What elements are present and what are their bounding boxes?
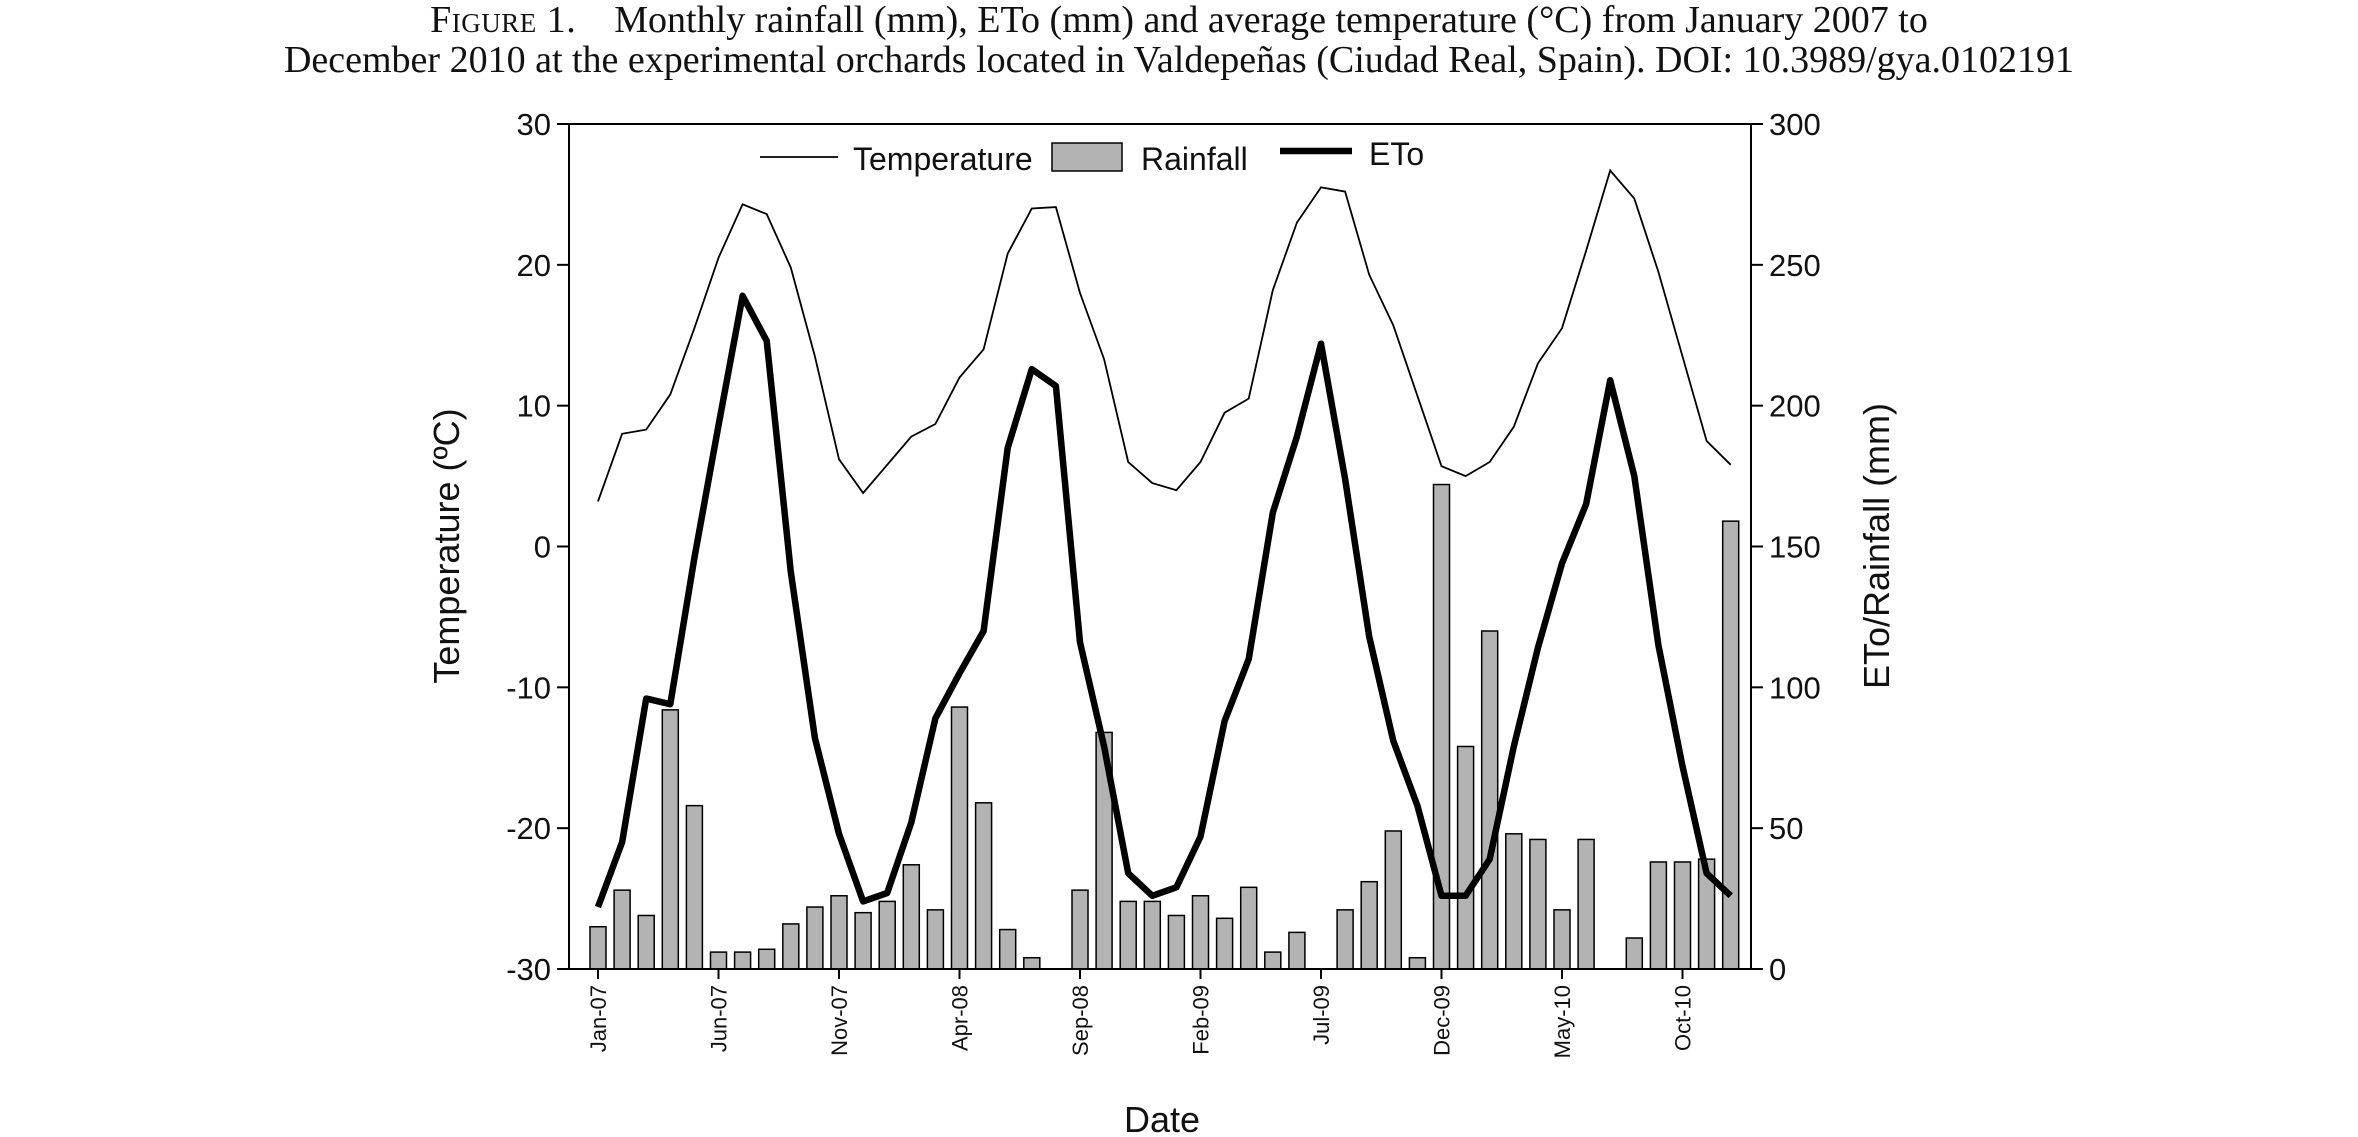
legend-rainfall-label: Rainfall: [1141, 141, 1248, 177]
right-tick-label: 250: [1769, 248, 1821, 283]
x-axis-label: Date: [1124, 1099, 1200, 1137]
caption-line-1: Figure 1. Monthly rainfall (mm), ETo (mm…: [0, 0, 2358, 40]
left-tick-label: 20: [517, 248, 551, 283]
temperature-line: [597, 168, 1732, 502]
rainfall-bar: [1673, 861, 1692, 970]
left-tick-label: -30: [506, 952, 551, 987]
rainfall-bar: [1239, 886, 1258, 970]
eto-line: [594, 292, 1733, 909]
x-tick-label: Sep-08: [1068, 985, 1093, 1056]
rainfall-bar: [1553, 909, 1571, 970]
rainfall-bar: [1456, 745, 1475, 970]
rainfall-bar: [1577, 838, 1595, 970]
legend-temperature-label: Temperature: [853, 141, 1033, 177]
right-tick-label: 100: [1769, 670, 1821, 705]
rainfall-bar: [1191, 895, 1210, 970]
x-tick-label: Oct-10: [1671, 985, 1696, 1051]
rainfall-bar: [1360, 880, 1378, 970]
caption-text-1: Monthly rainfall (mm), ETo (mm) and aver…: [614, 0, 1928, 41]
rainfall-bar: [1529, 838, 1547, 970]
rainfall-bar: [757, 948, 776, 970]
right-tick-label: 150: [1769, 530, 1821, 565]
rainfall-bar: [782, 923, 800, 970]
left-tick-label: -10: [506, 670, 551, 705]
right-tick-label: 200: [1769, 389, 1821, 424]
rainfall-bar: [733, 951, 752, 970]
legend: Temperature Rainfall ETo: [760, 136, 1424, 177]
left-tick-label: 30: [517, 107, 551, 142]
legend-eto-label: ETo: [1369, 136, 1424, 172]
rainfall-bar: [1480, 630, 1499, 970]
y-axis-right-label: ETo/Rainfall (mm): [1856, 403, 1897, 689]
x-tick-label: Jul-09: [1309, 985, 1334, 1045]
rainfall-bar: [637, 914, 655, 970]
rainfall-bar: [1143, 900, 1162, 970]
rainfall-bar: [709, 951, 728, 970]
left-tick-label: 0: [534, 530, 551, 565]
rainfall-bar: [950, 706, 969, 970]
rainfall-bar: [1649, 861, 1668, 970]
rainfall-bar: [613, 889, 631, 970]
rainfall-bar: [854, 911, 872, 970]
rainfall-bar: [1288, 931, 1306, 970]
rainfall-bar: [1264, 951, 1282, 970]
x-tick-label: Jun-07: [707, 985, 732, 1052]
legend-rainfall-swatch: [1051, 142, 1123, 172]
x-tick-label: Dec-09: [1430, 985, 1455, 1056]
rainfall-bar: [1625, 937, 1644, 970]
figure-caption: Figure 1. Monthly rainfall (mm), ETo (mm…: [0, 0, 2358, 80]
rainfall-bar: [1505, 833, 1523, 970]
x-tick-label: May-10: [1550, 985, 1575, 1058]
right-tick-label: 0: [1769, 952, 1786, 987]
rainfall-bar: [998, 928, 1017, 970]
left-tick-label: -20: [506, 811, 551, 846]
rainfall-bar: [926, 909, 945, 970]
left-tick-label: 10: [517, 389, 551, 424]
rainfall-bar: [1408, 956, 1427, 970]
rainfall-bar: [1215, 917, 1234, 970]
rainfall-bar: [974, 802, 993, 970]
rainfall-bar: [589, 926, 607, 970]
rainfall-bar: [830, 895, 848, 970]
right-axis-ticks: 0 50 100 150 200 250 300: [1751, 107, 1821, 987]
rainfall-bar: [902, 864, 921, 970]
x-axis-ticks: Jan-07 Jun-07 Nov-07 Apr-08 Sep-08 Feb-09 Jul-…: [586, 969, 1696, 1058]
right-tick-label: 50: [1769, 811, 1803, 846]
right-tick-label: 300: [1769, 107, 1821, 142]
rainfall-bar: [1023, 956, 1041, 970]
rainfall-bar: [1384, 830, 1403, 970]
x-tick-label: Jan-07: [586, 985, 611, 1052]
plot-frame: [568, 123, 1752, 970]
left-axis-ticks: -30 -20 -10 0 10 20 30: [506, 107, 569, 987]
rainfall-bar: [1071, 889, 1089, 970]
x-tick-label: Apr-08: [948, 985, 973, 1051]
x-tick-label: Nov-07: [827, 985, 852, 1056]
rainfall-bar: [806, 906, 824, 970]
rainfall-bar: [661, 709, 680, 970]
y-axis-left-label: Temperature (ºC): [426, 408, 467, 683]
rainfall-bar: [878, 900, 896, 970]
caption-line-2: December 2010 at the experimental orchar…: [283, 39, 2075, 81]
figure-label: Figure 1.: [430, 0, 577, 41]
rainfall-bar: [1721, 520, 1740, 970]
rainfall-bar: [1336, 909, 1354, 970]
rainfall-bar: [1167, 914, 1186, 970]
x-tick-label: Feb-09: [1189, 985, 1214, 1055]
rainfall-bar: [1119, 900, 1137, 970]
rainfall-bar: [685, 804, 704, 970]
